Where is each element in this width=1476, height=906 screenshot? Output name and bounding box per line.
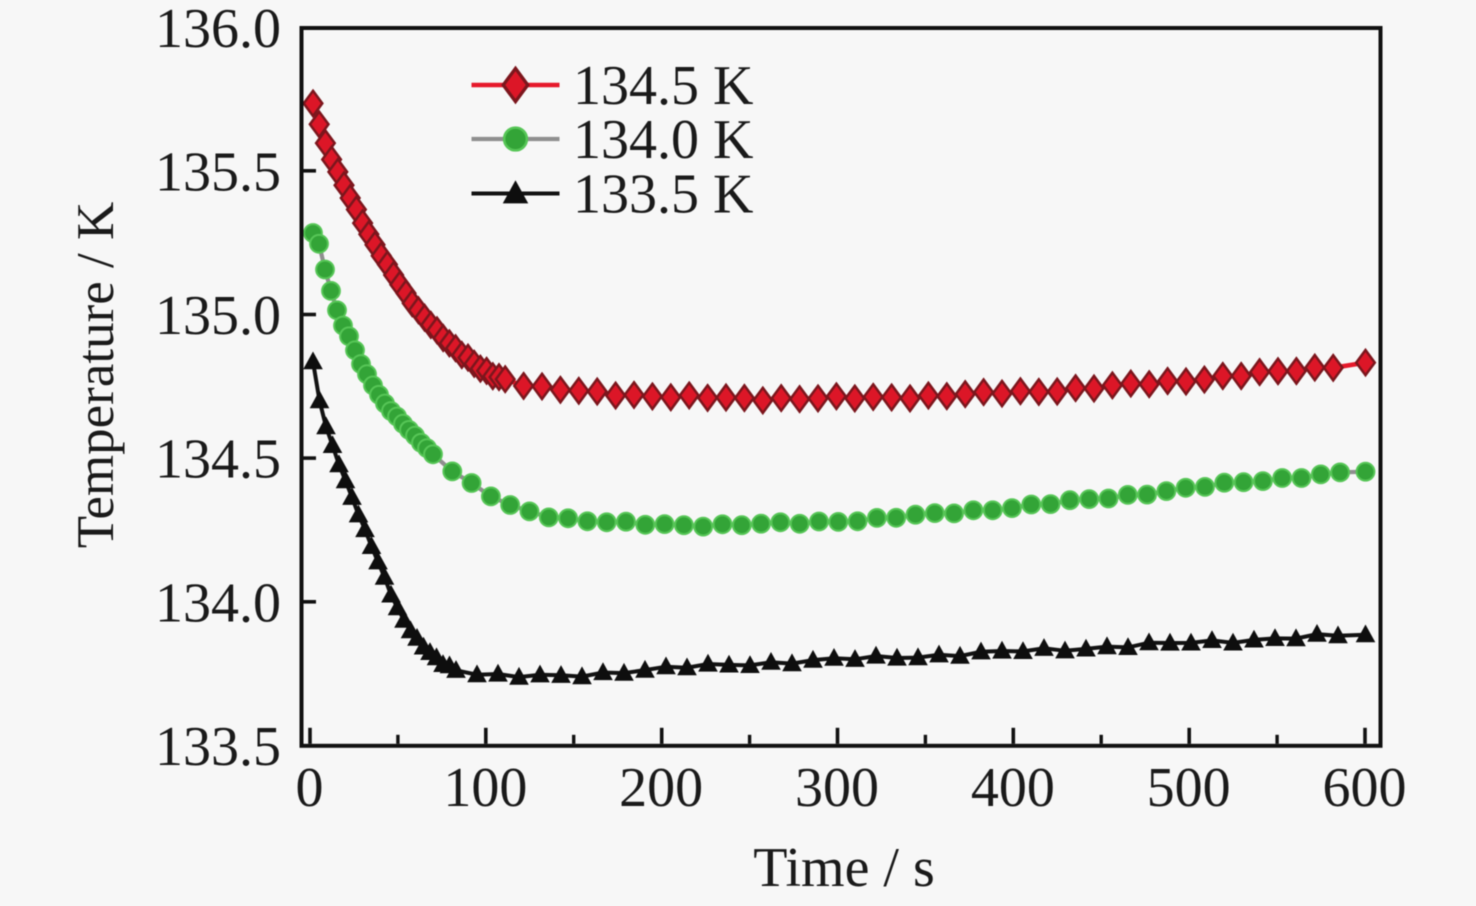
svg-text:200: 200 (619, 757, 703, 819)
svg-text:135.0: 135.0 (155, 285, 281, 347)
svg-text:0: 0 (296, 757, 324, 819)
svg-text:133.5: 133.5 (155, 716, 281, 778)
svg-text:100: 100 (443, 757, 527, 819)
svg-text:134.5: 134.5 (155, 429, 281, 491)
svg-text:Time / s: Time / s (753, 837, 935, 899)
svg-text:600: 600 (1322, 757, 1406, 819)
svg-text:134.0: 134.0 (155, 572, 281, 634)
svg-text:400: 400 (971, 757, 1055, 819)
svg-text:300: 300 (795, 757, 879, 819)
svg-text:500: 500 (1147, 757, 1231, 819)
svg-text:134.0 K: 134.0 K (573, 109, 753, 171)
svg-text:133.5 K: 133.5 K (573, 164, 753, 226)
svg-text:Temperature / K: Temperature / K (67, 202, 125, 549)
svg-text:134.5 K: 134.5 K (573, 55, 753, 117)
svg-text:135.5: 135.5 (155, 141, 281, 203)
svg-text:136.0: 136.0 (155, 0, 281, 60)
